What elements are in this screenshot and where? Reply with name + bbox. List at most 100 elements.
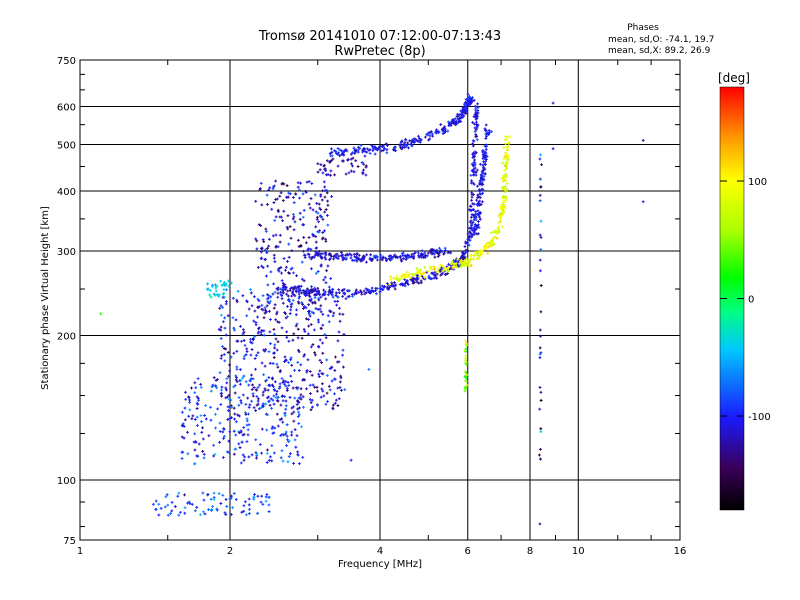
data-point bbox=[353, 148, 357, 152]
data-point bbox=[193, 391, 197, 395]
data-point bbox=[438, 263, 442, 267]
data-point bbox=[287, 242, 291, 246]
data-point bbox=[327, 290, 331, 294]
data-point bbox=[499, 214, 503, 218]
data-point bbox=[436, 252, 440, 255]
data-point bbox=[223, 280, 226, 284]
data-point bbox=[344, 297, 348, 301]
data-point bbox=[254, 237, 258, 241]
data-point bbox=[333, 392, 336, 396]
data-point bbox=[333, 369, 337, 372]
data-point bbox=[323, 185, 327, 189]
data-point bbox=[324, 402, 328, 406]
data-point bbox=[368, 152, 372, 155]
data-point bbox=[298, 396, 302, 399]
data-point bbox=[241, 328, 245, 332]
data-point bbox=[505, 163, 508, 167]
data-point bbox=[500, 205, 504, 209]
data-point bbox=[266, 264, 270, 268]
data-point bbox=[222, 295, 226, 299]
phase-info-title: Phases bbox=[627, 23, 659, 33]
data-point bbox=[329, 169, 333, 173]
data-point bbox=[232, 406, 236, 410]
data-point bbox=[229, 355, 233, 359]
data-point bbox=[265, 251, 269, 255]
data-point bbox=[321, 189, 324, 193]
data-point bbox=[267, 400, 271, 403]
data-point bbox=[259, 250, 263, 254]
data-point bbox=[311, 405, 314, 409]
data-point bbox=[266, 283, 270, 287]
data-point bbox=[318, 168, 322, 172]
data-point bbox=[249, 353, 253, 357]
data-point bbox=[250, 388, 254, 391]
data-point bbox=[278, 382, 282, 386]
data-point bbox=[228, 417, 232, 420]
data-point bbox=[392, 276, 396, 280]
data-point bbox=[208, 293, 212, 297]
data-point bbox=[302, 378, 305, 381]
data-point bbox=[450, 262, 454, 265]
data-point bbox=[292, 405, 295, 409]
data-point bbox=[284, 384, 288, 388]
data-point bbox=[271, 431, 275, 435]
data-point bbox=[407, 146, 410, 150]
data-point bbox=[343, 150, 346, 153]
data-point bbox=[328, 252, 332, 256]
data-point bbox=[393, 145, 397, 149]
data-point bbox=[301, 192, 305, 196]
data-point bbox=[321, 323, 325, 327]
data-point bbox=[209, 418, 213, 422]
data-point bbox=[244, 353, 248, 357]
data-point bbox=[317, 230, 321, 234]
data-point bbox=[413, 140, 417, 144]
data-point bbox=[169, 512, 172, 515]
data-point bbox=[302, 305, 306, 308]
data-point bbox=[264, 348, 268, 351]
data-point bbox=[346, 158, 350, 162]
data-point bbox=[309, 299, 313, 303]
data-point bbox=[302, 249, 305, 253]
data-point bbox=[260, 247, 263, 250]
data-point bbox=[300, 260, 304, 264]
data-point bbox=[268, 309, 271, 313]
data-point bbox=[355, 252, 359, 255]
data-point bbox=[335, 252, 339, 256]
data-point bbox=[173, 505, 177, 508]
data-point bbox=[194, 386, 198, 390]
data-point bbox=[182, 436, 186, 440]
data-point bbox=[210, 509, 213, 512]
data-point bbox=[292, 419, 296, 423]
data-point bbox=[281, 420, 285, 424]
data-point bbox=[253, 309, 257, 313]
data-point bbox=[298, 406, 301, 410]
data-point bbox=[403, 282, 407, 286]
data-point bbox=[402, 143, 406, 147]
data-point bbox=[256, 351, 260, 355]
data-point bbox=[265, 451, 269, 455]
data-point bbox=[420, 255, 423, 259]
data-point bbox=[292, 410, 296, 414]
data-point bbox=[479, 211, 483, 215]
data-point bbox=[416, 277, 420, 281]
data-point bbox=[371, 145, 375, 149]
data-point bbox=[307, 324, 311, 328]
data-point bbox=[300, 425, 303, 429]
data-point bbox=[337, 254, 341, 258]
data-point bbox=[401, 273, 405, 277]
data-point bbox=[281, 291, 285, 295]
data-point bbox=[293, 396, 297, 400]
data-point bbox=[213, 452, 217, 456]
data-point bbox=[329, 277, 333, 280]
data-point bbox=[277, 320, 281, 324]
data-point bbox=[410, 255, 414, 259]
data-point bbox=[290, 291, 294, 295]
data-point bbox=[464, 379, 468, 383]
data-point bbox=[280, 288, 284, 292]
data-point bbox=[437, 253, 441, 257]
data-point bbox=[326, 199, 329, 203]
data-point bbox=[490, 130, 494, 134]
data-point bbox=[222, 291, 226, 295]
data-point bbox=[275, 362, 279, 366]
data-point bbox=[249, 377, 253, 381]
